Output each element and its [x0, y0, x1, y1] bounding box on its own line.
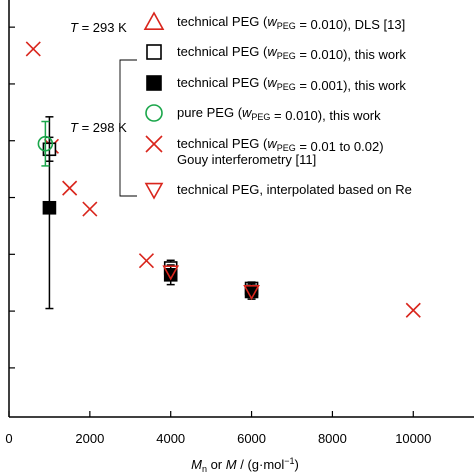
legend: technical PEG (wPEG = 0.010), DLS [13] te… — [70, 11, 412, 200]
legend-entry-continued: Gouy interferometry [11] — [177, 152, 316, 167]
legend-marker-square-open — [146, 44, 162, 60]
legend-entry: pure PEG (wPEG = 0.010), this work — [177, 105, 381, 123]
legend-marker-circle-open — [145, 104, 163, 122]
legend-marker-triangle-down-open — [144, 182, 164, 200]
data-point-x — [138, 253, 155, 269]
legend-entry: technical PEG (wPEG = 0.01 to 0.02) — [177, 136, 384, 154]
bracket-298K — [119, 59, 137, 197]
legend-marker-square-filled — [146, 75, 162, 91]
legend-entry: technical PEG (wPEG = 0.010), DLS [13] — [177, 14, 405, 32]
legend-entry: technical PEG, interpolated based on Re — [177, 182, 412, 197]
data-point-triangle-down-open — [243, 285, 260, 301]
data-point-x — [82, 201, 98, 217]
temperature-label: T = 298 K — [70, 120, 127, 135]
data-point-x — [62, 180, 78, 196]
temperature-label: T = 293 K — [70, 20, 127, 35]
x-tick-label: 2000 — [75, 431, 104, 446]
axes — [8, 0, 474, 418]
x-tick-label: 0 — [5, 431, 12, 446]
legend-marker-triangle-up-open — [143, 11, 165, 30]
data-point-x — [405, 302, 421, 318]
x-tick-label: 10000 — [395, 431, 431, 446]
temperature-brackets — [119, 59, 137, 197]
data-point-triangle-down-open — [162, 265, 180, 281]
x-axis-label: Mn or M / (g·mol−1) — [191, 456, 299, 474]
legend-entry: technical PEG (wPEG = 0.010), this work — [177, 44, 406, 62]
legend-marker-x — [145, 135, 163, 153]
data-point-square-filled — [42, 200, 57, 215]
data-point-circle-open — [37, 135, 54, 152]
x-tick-label: 6000 — [237, 431, 266, 446]
x-tick-label: 4000 — [156, 431, 185, 446]
ticks: 0 2000 4000 6000 8000 10000 — [5, 26, 431, 446]
legend-entry: technical PEG (wPEG = 0.001), this work — [177, 75, 406, 93]
x-tick-label: 8000 — [318, 431, 347, 446]
data-points — [25, 41, 421, 318]
data-point-x — [25, 41, 41, 57]
